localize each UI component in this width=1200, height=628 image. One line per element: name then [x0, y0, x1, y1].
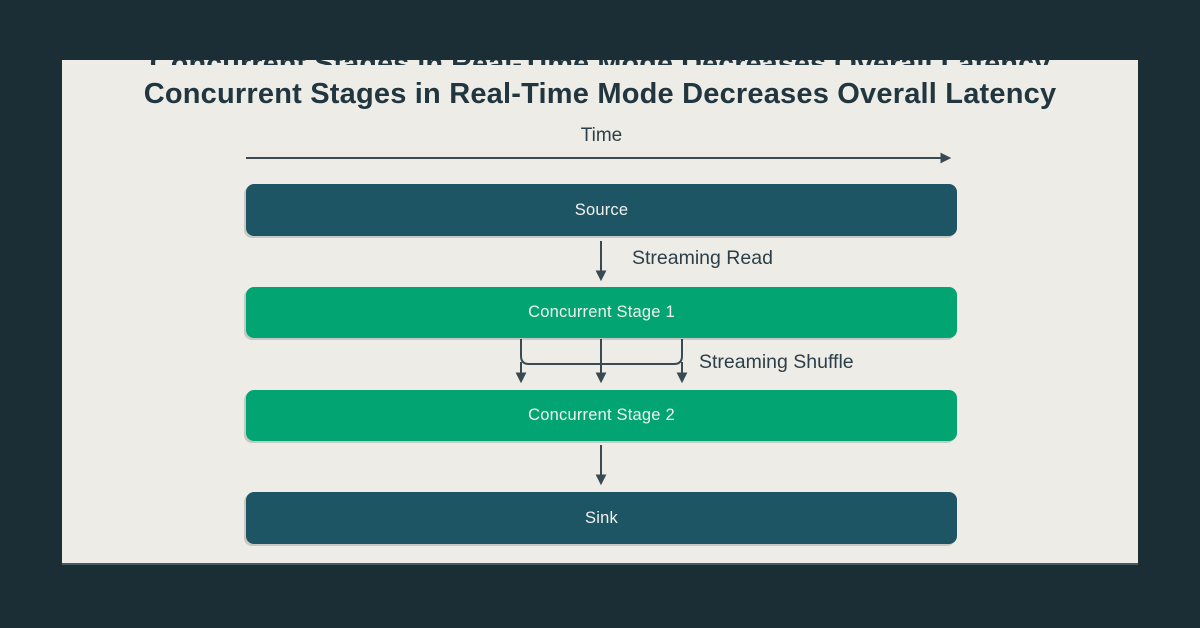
bar-concurrent-stage-2-label: Concurrent Stage 2: [528, 406, 675, 424]
bar-concurrent-stage-1: Concurrent Stage 1: [246, 287, 957, 338]
bar-sink-label: Sink: [585, 508, 618, 527]
streaming-shuffle-label: Streaming Shuffle: [699, 351, 854, 373]
streaming-read-label: Streaming Read: [632, 247, 773, 269]
diagram-title: Concurrent Stages in Real-Time Mode Decr…: [143, 78, 1057, 110]
cropped-text-remnant-text: Concurrent Stages in Real-Time Mode Decr…: [150, 60, 1050, 65]
bar-source-label: Source: [574, 200, 629, 219]
bar-concurrent-stage-2: Concurrent Stage 2: [246, 390, 957, 441]
cropped-text-remnant: Concurrent Stages in Real-Time Mode Decr…: [62, 60, 1138, 65]
bar-concurrent-stage-1-label: Concurrent Stage 1: [528, 303, 675, 321]
bar-source: Source: [246, 184, 957, 236]
time-axis-label: Time: [580, 125, 623, 146]
bar-sink: Sink: [246, 492, 957, 544]
